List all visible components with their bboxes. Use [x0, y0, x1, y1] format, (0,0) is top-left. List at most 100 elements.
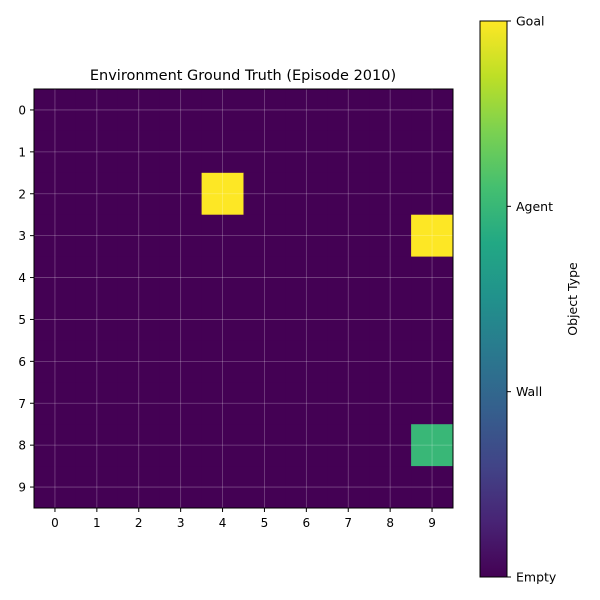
heatmap-cell [201, 382, 244, 425]
heatmap-cell [34, 130, 77, 174]
heatmap-cell [243, 424, 286, 467]
y-tick-label: 1 [18, 145, 26, 159]
heatmap-cell [411, 130, 454, 174]
heatmap-cell [369, 424, 412, 467]
heatmap-cell [159, 424, 202, 467]
heatmap-cell [159, 340, 202, 383]
heatmap-cell [34, 424, 77, 467]
heatmap-cell [75, 466, 119, 509]
heatmap-cell [327, 424, 370, 467]
heatmap-cell [411, 382, 454, 425]
heatmap-cell [117, 298, 161, 341]
heatmap-cell [34, 382, 77, 425]
heatmap-cell [159, 382, 202, 425]
heatmap-cell [201, 130, 244, 174]
heatmap-cell [327, 298, 370, 341]
heatmap-cell [34, 256, 77, 299]
heatmap-cell [243, 130, 286, 174]
y-tick-label: 8 [18, 439, 26, 453]
heatmap-cell [159, 256, 202, 299]
heatmap-cell [411, 256, 454, 299]
heatmap-cell [117, 214, 161, 257]
heatmap-cell [117, 382, 161, 425]
y-tick-label: 5 [18, 313, 26, 327]
y-axis-ticks: 0 1 2 3 4 5 6 7 8 9 [18, 103, 34, 495]
heatmap-cell [117, 340, 161, 383]
y-tick-label: 2 [18, 187, 26, 201]
heatmap-cell [285, 424, 328, 467]
heatmap-cell [369, 256, 412, 299]
heatmap-cell [201, 214, 244, 257]
heatmap-cell [75, 172, 119, 216]
heatmap-cell [34, 89, 77, 132]
x-tick-label: 1 [93, 516, 101, 530]
heatmap-cell [411, 424, 454, 467]
colorbar-tick-label: Goal [516, 14, 544, 29]
heatmap-cell [34, 340, 77, 383]
heatmap-cell [243, 298, 286, 341]
y-tick-label: 0 [18, 103, 26, 117]
heatmap-cell [369, 298, 412, 341]
heatmap-cell [411, 466, 454, 509]
heatmap-cell [159, 172, 202, 216]
heatmap-cell [243, 89, 286, 132]
heatmap-cell [327, 172, 370, 216]
heatmap-cell [327, 382, 370, 425]
heatmap-cell [369, 130, 412, 174]
colorbar-tick-label: Agent [516, 199, 553, 214]
y-tick-label: 6 [18, 355, 26, 369]
heatmap-cell [369, 214, 412, 257]
heatmap-cell [243, 466, 286, 509]
heatmap-cell [243, 214, 286, 257]
heatmap-cell [327, 130, 370, 174]
y-tick-label: 4 [18, 271, 26, 285]
heatmap-cell [285, 214, 328, 257]
heatmap-cell [411, 298, 454, 341]
heatmap-cell [117, 130, 161, 174]
heatmap-cell [159, 298, 202, 341]
x-axis-ticks: 0 1 2 3 4 5 6 7 8 9 [51, 508, 436, 530]
heatmap-cell [34, 172, 77, 216]
x-tick-label: 3 [177, 516, 185, 530]
heatmap-cell [75, 298, 119, 341]
chart-title: Environment Ground Truth (Episode 2010) [90, 68, 396, 84]
heatmap-cell [327, 89, 370, 132]
heatmap-cell [369, 466, 412, 509]
heatmap-cell [327, 466, 370, 509]
x-tick-label: 5 [261, 516, 269, 530]
x-tick-label: 4 [219, 516, 227, 530]
colorbar-ticks: Empty Wall Agent Goal [507, 14, 557, 585]
x-tick-label: 0 [51, 516, 59, 530]
heatmap-cell [75, 382, 119, 425]
heatmap-cell [75, 89, 119, 132]
heatmap-cell [285, 130, 328, 174]
heatmap-cell [75, 256, 119, 299]
heatmap-cell [243, 256, 286, 299]
heatmap-cell [75, 214, 119, 257]
colorbar [479, 20, 508, 578]
heatmap-cell [285, 466, 328, 509]
heatmap-cell [159, 130, 202, 174]
y-tick-label: 3 [18, 229, 26, 243]
heatmap-cell [201, 298, 244, 341]
heatmap-cell [285, 298, 328, 341]
x-tick-label: 9 [428, 516, 436, 530]
x-tick-label: 8 [386, 516, 394, 530]
heatmap-cell [75, 340, 119, 383]
heatmap-cell [201, 340, 244, 383]
heatmap-cell [117, 424, 161, 467]
heatmap-cell [243, 172, 286, 216]
heatmap-cell [201, 172, 244, 216]
heatmap-cell [327, 256, 370, 299]
heatmap-cell [327, 340, 370, 383]
heatmap-cell [201, 466, 244, 509]
heatmap-cell [159, 214, 202, 257]
heatmap-cell [159, 466, 202, 509]
heatmap-grid [34, 89, 453, 508]
heatmap-cell [201, 256, 244, 299]
heatmap-cell [327, 214, 370, 257]
heatmap-cell [369, 340, 412, 383]
heatmap-cell [369, 89, 412, 132]
y-tick-label: 7 [18, 397, 26, 411]
heatmap-cell [285, 382, 328, 425]
